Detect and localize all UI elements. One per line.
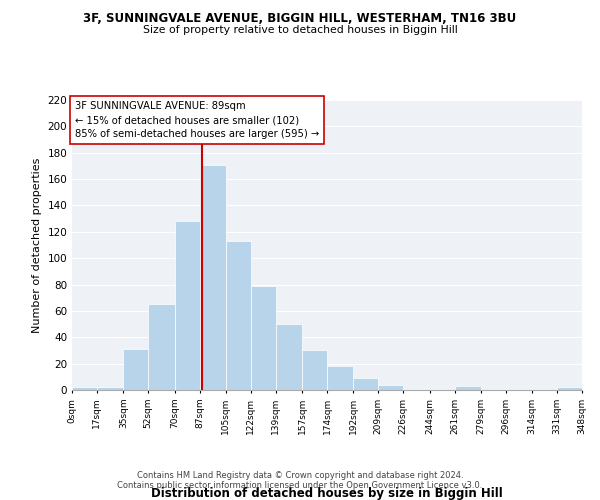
Bar <box>353 378 378 390</box>
Text: Size of property relative to detached houses in Biggin Hill: Size of property relative to detached ho… <box>143 25 457 35</box>
Bar <box>506 388 532 390</box>
Bar <box>378 384 403 390</box>
Bar <box>455 386 481 390</box>
Text: 3F, SUNNINGVALE AVENUE, BIGGIN HILL, WESTERHAM, TN16 3BU: 3F, SUNNINGVALE AVENUE, BIGGIN HILL, WES… <box>83 12 517 26</box>
Bar <box>327 366 353 390</box>
Bar <box>72 388 97 390</box>
Bar <box>251 286 276 390</box>
Bar <box>276 324 302 390</box>
Bar <box>123 349 148 390</box>
Bar <box>557 388 582 390</box>
Text: Contains HM Land Registry data © Crown copyright and database right 2024.: Contains HM Land Registry data © Crown c… <box>137 471 463 480</box>
Bar <box>302 350 327 390</box>
Bar <box>226 241 251 390</box>
X-axis label: Distribution of detached houses by size in Biggin Hill: Distribution of detached houses by size … <box>151 487 503 500</box>
Y-axis label: Number of detached properties: Number of detached properties <box>32 158 42 332</box>
Text: Contains public sector information licensed under the Open Government Licence v3: Contains public sector information licen… <box>118 481 482 490</box>
Text: 3F SUNNINGVALE AVENUE: 89sqm
← 15% of detached houses are smaller (102)
85% of s: 3F SUNNINGVALE AVENUE: 89sqm ← 15% of de… <box>75 102 319 140</box>
Bar <box>97 388 123 390</box>
Bar <box>175 222 199 390</box>
Bar <box>199 164 226 390</box>
Bar <box>148 304 175 390</box>
